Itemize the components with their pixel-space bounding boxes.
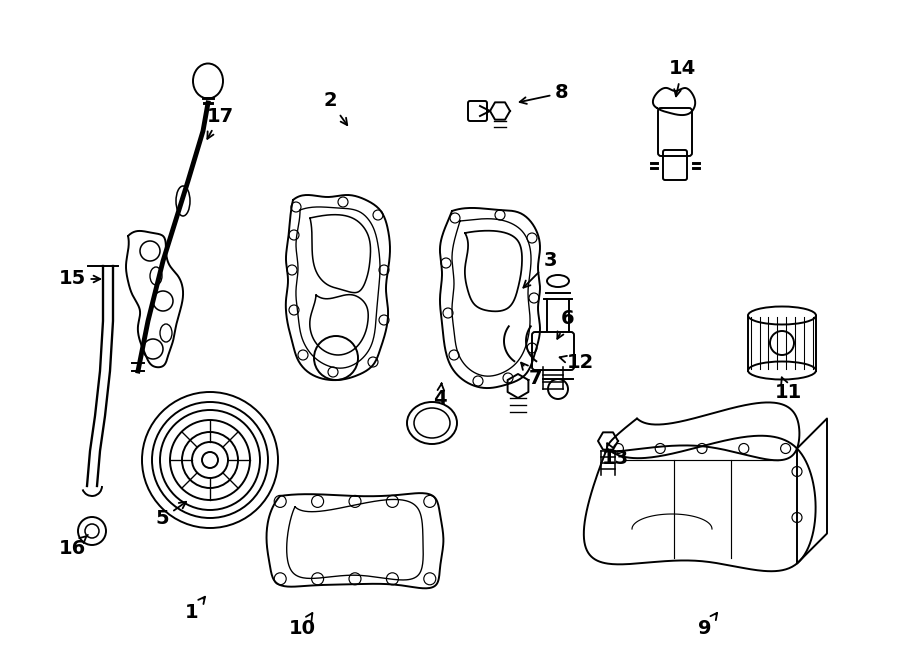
Text: 13: 13 [601, 443, 628, 469]
Text: 1: 1 [185, 597, 205, 623]
Text: 10: 10 [289, 613, 316, 639]
Text: 12: 12 [560, 354, 594, 373]
Text: 3: 3 [524, 251, 557, 288]
Text: 4: 4 [433, 383, 446, 408]
Text: 7: 7 [521, 363, 542, 389]
Text: 6: 6 [557, 309, 575, 339]
Text: 8: 8 [519, 83, 569, 104]
Text: 9: 9 [698, 613, 717, 639]
Text: 15: 15 [58, 270, 100, 288]
Text: 16: 16 [58, 535, 88, 559]
Text: 14: 14 [669, 59, 696, 97]
Text: 5: 5 [155, 502, 186, 529]
Text: 2: 2 [323, 91, 347, 125]
Text: 11: 11 [774, 377, 802, 403]
Text: 17: 17 [206, 106, 234, 139]
